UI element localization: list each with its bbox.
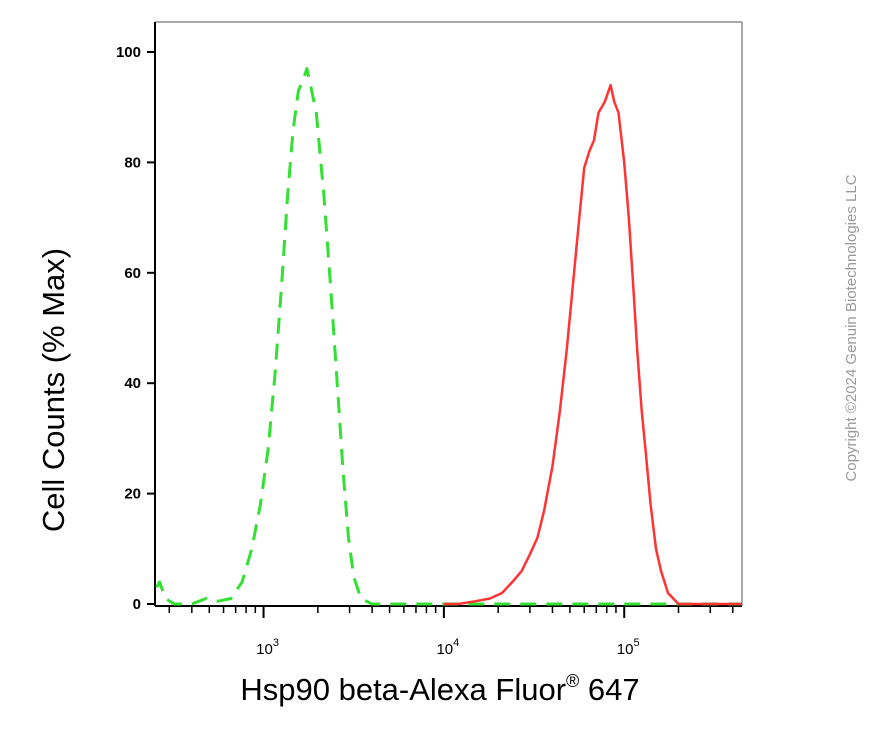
y-tick-label: 100 bbox=[116, 44, 141, 61]
y-tick-label: 80 bbox=[124, 154, 141, 171]
y-axis-title: Cell Counts (% Max) bbox=[36, 248, 71, 532]
y-tick-label: 0 bbox=[133, 596, 141, 613]
y-tick-label: 40 bbox=[124, 375, 141, 392]
x-tick-label: 105 bbox=[617, 637, 640, 658]
x-axis-title: Hsp90 beta-Alexa Fluor® 647 bbox=[240, 671, 639, 707]
y-tick-label: 20 bbox=[124, 486, 141, 503]
plot-frame bbox=[154, 21, 743, 607]
x-tick-label: 104 bbox=[436, 637, 459, 658]
x-axis-title-main: Hsp90 beta-Alexa Fluor bbox=[240, 672, 566, 707]
x-axis-ticks: 103 104 105 bbox=[168, 606, 734, 658]
copyright-watermark: Copyright ©2024 Genuin Biotechnologies L… bbox=[843, 174, 860, 481]
series-control-dashed-line bbox=[155, 67, 742, 606]
x-tick-label: 103 bbox=[256, 637, 279, 658]
series-stained-solid-line bbox=[443, 83, 742, 606]
series-layer bbox=[155, 67, 742, 606]
x-axis-title-registered-mark: ® bbox=[566, 671, 579, 691]
y-axis-ticks: 0 20 40 60 80 100 bbox=[116, 44, 155, 613]
y-tick-label: 60 bbox=[124, 265, 141, 282]
x-axis-title-suffix: 647 bbox=[579, 672, 639, 707]
